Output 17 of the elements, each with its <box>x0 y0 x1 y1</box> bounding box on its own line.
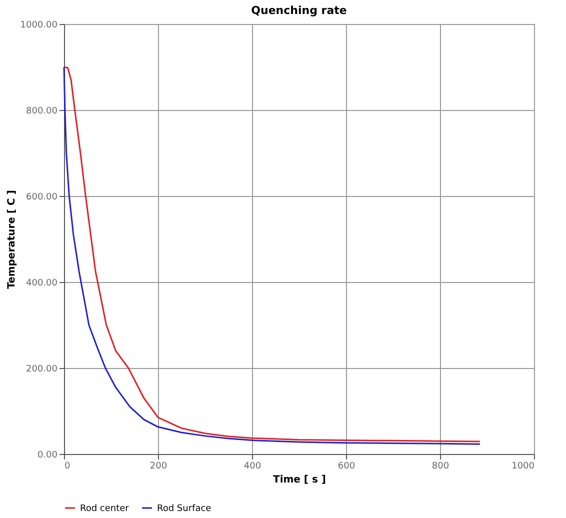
legend-label: Rod Surface <box>157 504 212 514</box>
y-tick-label: 600.00 <box>26 192 58 202</box>
legend-label: Rod center <box>80 504 130 514</box>
y-tick-label: 400.00 <box>26 278 58 288</box>
x-tick-label: 1000 <box>512 462 535 472</box>
x-tick-label: 200 <box>150 462 168 472</box>
y-tick-label: 800.00 <box>26 106 58 116</box>
x-tick-label: 0 <box>64 462 70 472</box>
x-axis-title: Time [ s ] <box>273 474 326 486</box>
y-axis-title: Temperature [ C ] <box>6 190 18 289</box>
chart-title: Quenching rate <box>251 4 347 17</box>
x-tick-label: 800 <box>432 462 450 472</box>
y-tick-label: 1000.00 <box>20 20 58 30</box>
y-tick-label: 200.00 <box>26 364 58 374</box>
y-tick-label: 0.00 <box>37 450 58 460</box>
x-tick-label: 600 <box>338 462 356 472</box>
x-tick-label: 400 <box>244 462 262 472</box>
